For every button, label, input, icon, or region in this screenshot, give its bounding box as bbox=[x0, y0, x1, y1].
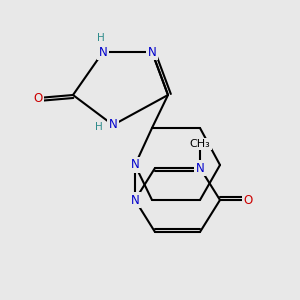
Text: N: N bbox=[196, 161, 204, 175]
Text: H: H bbox=[97, 33, 105, 43]
Text: O: O bbox=[33, 92, 43, 104]
Text: N: N bbox=[148, 46, 156, 59]
Text: O: O bbox=[243, 194, 253, 206]
Text: H: H bbox=[95, 122, 103, 132]
Text: N: N bbox=[130, 194, 140, 206]
Text: N: N bbox=[109, 118, 117, 131]
Text: CH₃: CH₃ bbox=[190, 139, 210, 149]
Text: N: N bbox=[130, 158, 140, 172]
Text: N: N bbox=[99, 46, 107, 59]
